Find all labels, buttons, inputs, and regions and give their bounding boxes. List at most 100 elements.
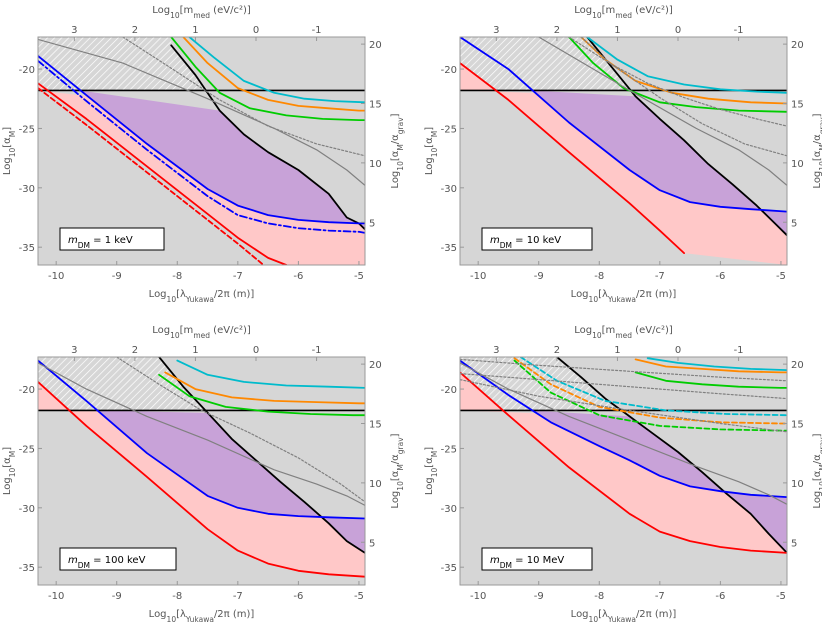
x-axis-title: Log10[λYukawa/2π (m)] <box>149 289 255 304</box>
plot-frame <box>459 356 788 586</box>
x-tick-label: -10 <box>470 271 486 282</box>
top-axis-title-post: (eV/c²)] <box>210 325 251 336</box>
top-axis-title-sub2: med <box>193 331 210 340</box>
x-axis-title-pre: Log <box>149 609 167 620</box>
top-axis-title-pre: Log <box>152 325 170 336</box>
y-tick-label: -30 <box>19 504 35 515</box>
top-axis-title-mid: [m <box>180 5 194 16</box>
x-axis-title-sub2: Yukawa <box>607 295 636 304</box>
series-cyan <box>188 37 365 104</box>
x-axis-title: Log10[λYukawa/2π (m)] <box>571 609 677 624</box>
right-axis-title: Log10[αM/αgrav] <box>390 433 405 508</box>
y-axis-title-sub: 10 <box>430 148 439 158</box>
top-axis-title-sub: 10 <box>170 331 180 340</box>
right-axis-title-mid: [α <box>812 470 822 481</box>
right-axis-title-sub: 10 <box>818 481 822 491</box>
top-tick-label: -1 <box>734 25 744 36</box>
top-axis-title: Log10[mmed (eV/c²)] <box>574 5 673 20</box>
x-tick-label: -6 <box>293 271 303 282</box>
top-axis-title-post: (eV/c²)] <box>632 325 673 336</box>
x-tick-label: -7 <box>655 271 665 282</box>
series-cyan <box>586 37 787 94</box>
plot-area-top-left <box>38 37 365 265</box>
right-axis-title-pre: Log <box>812 171 822 189</box>
x-tick-label: -9 <box>112 591 122 602</box>
hatched-region <box>38 37 206 91</box>
y-tick-label: -30 <box>441 184 457 195</box>
top-axis-title-post: (eV/c²)] <box>210 5 251 16</box>
dm-mass-label-sub: DM <box>78 241 90 250</box>
right-axis-title: Log10[αM/αgrav] <box>390 113 405 188</box>
y-axis-title-pre: Log <box>2 157 13 175</box>
y-tick-label: -35 <box>441 563 457 574</box>
series-red-solid <box>38 82 288 265</box>
right-tick-label: 10 <box>791 159 804 170</box>
y-axis-title-mid: [α <box>424 457 435 468</box>
x-axis-title-mid: [λ <box>598 609 608 620</box>
dm-mass-label-value: = 10 keV <box>512 235 561 246</box>
top-tick-label: 3 <box>493 345 499 356</box>
right-axis-title-mid: [α <box>812 150 822 161</box>
series-green <box>170 37 365 121</box>
y-tick-label: -35 <box>441 243 457 254</box>
top-axis-title-pre: Log <box>574 5 592 16</box>
x-axis-title-post: /2π (m)] <box>636 289 676 300</box>
plot-area-bottom-left <box>38 357 365 585</box>
right-axis-title-sub: 10 <box>396 161 405 171</box>
top-tick-label: -1 <box>312 345 322 356</box>
series-red-solid <box>460 62 685 254</box>
y-axis-title-pre: Log <box>424 477 435 495</box>
series-gray-dotted-2 <box>460 379 787 433</box>
x-axis-title-mid: [λ <box>176 289 186 300</box>
y-axis-title-sub: 10 <box>430 468 439 478</box>
x-axis-title-pre: Log <box>149 289 167 300</box>
top-tick-label: -1 <box>312 25 322 36</box>
series-cyan-dashed <box>519 357 787 417</box>
x-axis-title-sub: 10 <box>589 615 599 624</box>
right-axis-title-post: /α <box>390 134 401 144</box>
right-tick-label: 5 <box>369 538 375 549</box>
right-axis-title-sub3: grav <box>396 117 405 134</box>
x-tick-label: -6 <box>293 591 303 602</box>
dm-mass-label-box <box>481 227 593 251</box>
y-tick-label: -30 <box>19 184 35 195</box>
y-axis-title-sub2: M <box>430 131 439 137</box>
hatched-region <box>460 37 631 91</box>
right-axis-title-sub2: M <box>396 144 405 150</box>
x-axis-title-sub: 10 <box>589 295 599 304</box>
x-tick-label: -5 <box>354 271 364 282</box>
x-axis-title-sub2: Yukawa <box>185 615 214 624</box>
y-axis-title-pre: Log <box>2 477 13 495</box>
top-tick-label: 1 <box>192 345 198 356</box>
y-axis-title-post: ] <box>424 127 435 131</box>
top-tick-label: 2 <box>554 25 560 36</box>
top-axis-title-sub: 10 <box>592 11 602 20</box>
top-axis-title-sub2: med <box>615 11 632 20</box>
x-axis-title-sub: 10 <box>167 615 177 624</box>
top-tick-label: 0 <box>675 345 681 356</box>
right-axis-title-pre: Log <box>390 491 401 509</box>
top-axis-title-mid: [m <box>180 325 194 336</box>
right-tick-label: 20 <box>369 360 382 371</box>
x-tick-label: -10 <box>48 591 64 602</box>
y-axis-title: Log10[αM] <box>424 447 439 495</box>
x-axis-title-sub: 10 <box>167 295 177 304</box>
x-tick-label: -8 <box>172 591 182 602</box>
top-axis-title-pre: Log <box>574 325 592 336</box>
allowed-purple-region <box>97 410 365 553</box>
series-gray-dotted-3 <box>460 373 787 400</box>
x-axis-title-sub2: Yukawa <box>607 615 636 624</box>
chart-panels: -10 -9 -8 -7 -6 -5-20-25-30-353 2 1 0 -12015105Lo… <box>2 5 822 624</box>
right-axis-title-sub2: M <box>818 464 822 470</box>
series-orange <box>164 371 365 405</box>
dm-mass-label-value: = 1 keV <box>90 235 133 246</box>
right-axis-title-post: /α <box>812 134 822 144</box>
allowed-purple-region <box>80 90 365 230</box>
right-tick-label: 10 <box>791 479 804 490</box>
right-axis-title-pre: Log <box>390 171 401 189</box>
series-green-solid <box>634 371 787 389</box>
plot-frame <box>37 356 366 586</box>
dm-mass-label-value: = 100 keV <box>90 555 146 566</box>
y-tick-label: -20 <box>19 65 35 76</box>
